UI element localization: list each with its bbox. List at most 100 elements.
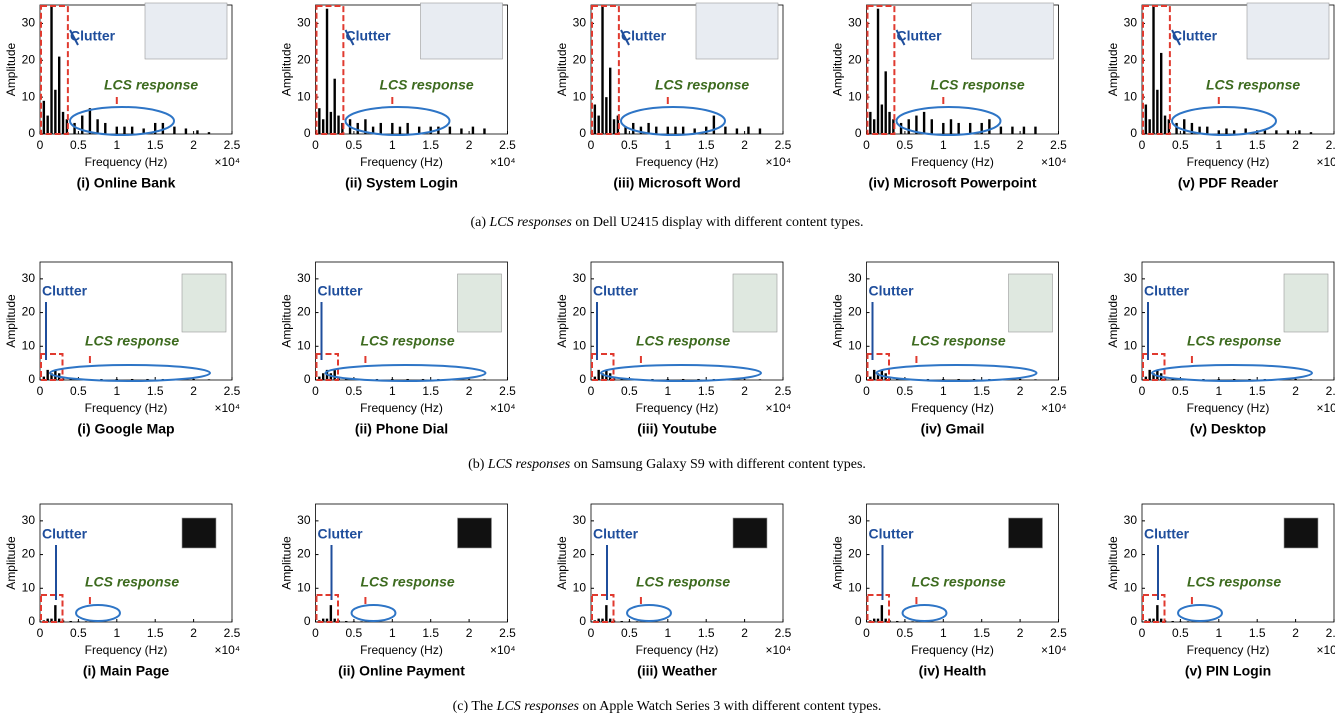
- y-tick-label: 10: [1124, 580, 1138, 594]
- y-tick-label: 20: [848, 52, 862, 66]
- bar: [759, 128, 761, 134]
- y-tick-label: 30: [1124, 16, 1138, 30]
- screenshot-inset: [458, 518, 492, 548]
- lcs-annotation: LCS response: [85, 333, 179, 349]
- bar: [743, 379, 745, 380]
- x-tick-label: 1: [1215, 626, 1222, 640]
- x-axis-label: Frequency (Hz): [911, 155, 994, 169]
- subplot: 00.511.522.50102030Frequency (Hz)×10⁴Amp…: [555, 3, 791, 191]
- x-axis-label: Frequency (Hz): [911, 401, 994, 415]
- bar: [1145, 105, 1147, 134]
- bar: [667, 379, 669, 380]
- bar: [605, 97, 607, 134]
- bar: [73, 123, 75, 134]
- bar: [406, 379, 408, 380]
- x-tick-label: 0.5: [346, 384, 363, 398]
- bar: [881, 105, 883, 134]
- x-tick-label: 1.5: [147, 384, 164, 398]
- clutter-annotation: Clutter: [869, 283, 915, 299]
- x-axis-label: Frequency (Hz): [636, 155, 719, 169]
- y-tick-label: 30: [573, 271, 587, 285]
- x-tick-label: 0: [588, 138, 595, 152]
- bar: [70, 621, 72, 622]
- bar: [208, 132, 210, 134]
- x-tick-label: 2: [1292, 626, 1299, 640]
- bar: [747, 127, 749, 134]
- bar: [1310, 132, 1312, 134]
- bar: [58, 57, 60, 134]
- x-tick-label: 2.5: [499, 138, 516, 152]
- x-tick-label: 0.5: [1172, 138, 1189, 152]
- bar: [468, 379, 470, 380]
- y-tick-label: 10: [297, 89, 311, 103]
- bar: [869, 112, 871, 134]
- bar: [1298, 130, 1300, 134]
- x-tick-label: 2.5: [499, 626, 516, 640]
- x-tick-label: 2: [190, 384, 197, 398]
- bar: [628, 621, 630, 622]
- x-tick-label: 0: [1139, 384, 1146, 398]
- bar: [337, 116, 339, 134]
- x-tick-label: 1.5: [422, 384, 439, 398]
- caption-prefix: (b): [468, 457, 488, 472]
- y-axis-label: Amplitude: [4, 294, 18, 348]
- y-tick-label: 20: [848, 547, 862, 561]
- bar: [345, 621, 347, 622]
- screenshot-inset: [696, 3, 778, 59]
- bar: [46, 370, 48, 380]
- y-tick-label: 10: [1124, 89, 1138, 103]
- y-tick-label: 0: [28, 372, 35, 386]
- x-tick-label: 2: [190, 626, 197, 640]
- y-tick-label: 10: [297, 338, 311, 352]
- bar: [957, 379, 959, 380]
- y-tick-label: 0: [579, 126, 586, 140]
- subplot-label: (v) Desktop: [1190, 421, 1266, 437]
- bar: [1156, 605, 1158, 622]
- lcs-annotation: LCS response: [361, 574, 455, 590]
- y-tick-label: 20: [1124, 52, 1138, 66]
- x-tick-label: 1.5: [422, 626, 439, 640]
- bar: [406, 123, 408, 134]
- x-tick-label: 0: [37, 138, 44, 152]
- x-tick-label: 0: [312, 138, 319, 152]
- bar: [353, 621, 355, 622]
- y-tick-label: 30: [297, 271, 311, 285]
- subplot: 00.511.522.50102030Frequency (Hz)×10⁴Amp…: [4, 262, 240, 437]
- bar: [326, 9, 328, 134]
- bar: [674, 127, 676, 134]
- x-tick-label: 0.5: [897, 384, 914, 398]
- y-tick-label: 30: [848, 513, 862, 527]
- y-tick-label: 0: [1130, 614, 1137, 628]
- lcs-annotation: LCS response: [85, 574, 179, 590]
- x-tick-label: 2.5: [1050, 626, 1067, 640]
- screenshot-inset: [421, 3, 503, 59]
- x-tick-label: 1: [113, 138, 120, 152]
- bar: [391, 379, 393, 380]
- x-multiplier: ×10⁴: [1316, 643, 1335, 657]
- bar: [116, 127, 118, 134]
- lcs-annotation: LCS response: [380, 77, 474, 93]
- y-axis-label: Amplitude: [555, 43, 569, 97]
- figure: 00.511.522.50102030Frequency (Hz)×10⁴Amp…: [0, 0, 1335, 723]
- bar: [1218, 379, 1220, 380]
- bar: [1156, 90, 1158, 134]
- clutter-annotation: Clutter: [42, 283, 88, 299]
- bar: [759, 379, 761, 380]
- subplot-label: (i) Google Map: [77, 421, 174, 437]
- caption: (b) LCS responses on Samsung Galaxy S9 w…: [468, 457, 866, 472]
- bar: [605, 605, 607, 622]
- x-multiplier: ×10⁴: [214, 643, 240, 657]
- y-tick-label: 30: [848, 16, 862, 30]
- clutter-annotation: Clutter: [42, 526, 88, 542]
- x-multiplier: ×10⁴: [765, 401, 791, 415]
- x-tick-label: 0: [312, 626, 319, 640]
- x-tick-label: 1: [113, 626, 120, 640]
- y-tick-label: 20: [297, 547, 311, 561]
- screenshot-inset: [145, 3, 227, 59]
- y-tick-label: 10: [573, 580, 587, 594]
- x-multiplier: ×10⁴: [1316, 401, 1335, 415]
- x-tick-label: 2: [190, 138, 197, 152]
- subplot: 00.511.522.50102030Frequency (Hz)×10⁴Amp…: [555, 262, 791, 437]
- subplot-label: (iii) Microsoft Word: [613, 175, 740, 191]
